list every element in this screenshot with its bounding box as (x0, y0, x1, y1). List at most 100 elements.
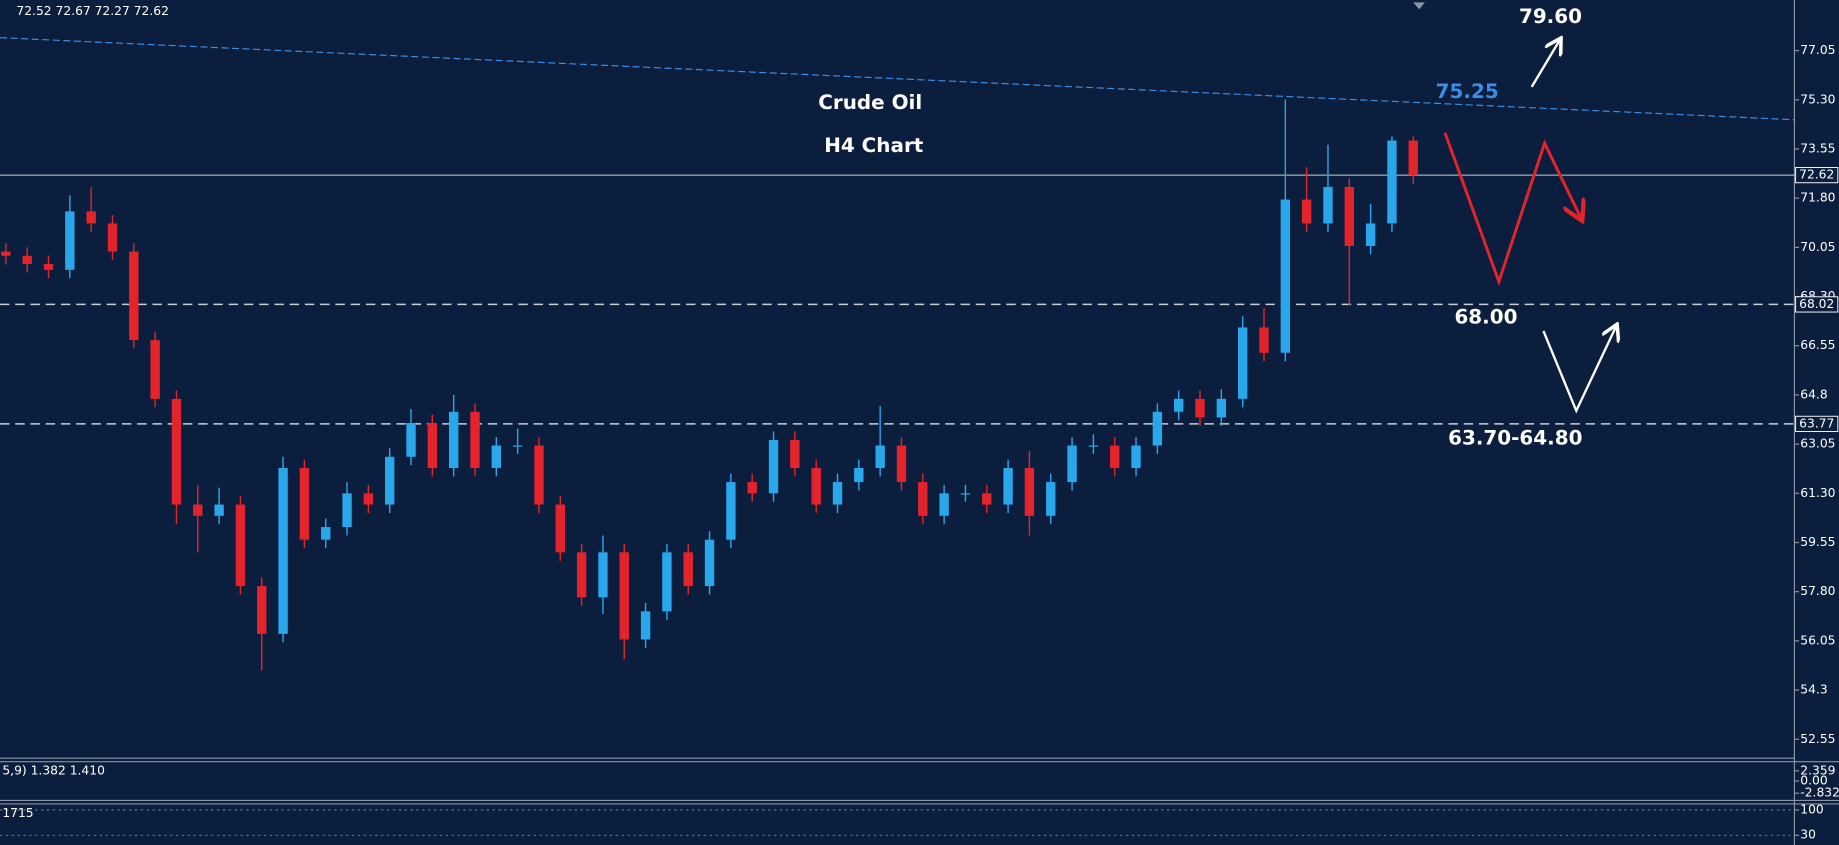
candle-body (726, 482, 736, 540)
candle-body (1195, 398, 1205, 418)
candle-body (512, 445, 523, 447)
candle-body (1408, 140, 1418, 176)
price-label: 72.62 (1799, 168, 1834, 182)
candle-body (1131, 445, 1141, 469)
candle-body (278, 468, 288, 634)
y-tick-label: 75.30 (1800, 92, 1835, 106)
candle-body (875, 445, 885, 469)
candle-body (1110, 445, 1120, 469)
header: 72.52 72.67 72.27 72.62 (16, 4, 168, 18)
candle-body (534, 445, 544, 505)
candle-body (65, 211, 75, 270)
candle-body (470, 411, 480, 469)
price-label-box (1795, 167, 1839, 184)
chart-subtitle: H4 Chart (824, 133, 924, 157)
candle-body (43, 263, 54, 270)
candle-body (1003, 468, 1013, 505)
candle-body (1046, 482, 1056, 516)
y-tick-label: 59.55 (1800, 535, 1835, 549)
candle-body (896, 445, 907, 483)
candle-body (598, 552, 608, 598)
candle-body (214, 504, 224, 516)
trendline (0, 37, 1795, 121)
candle-body (1344, 186, 1354, 246)
candle-body (662, 552, 672, 612)
candle-body (235, 504, 246, 587)
candle-body (321, 527, 331, 540)
y-tick-label: 70.05 (1800, 240, 1835, 254)
scenario-arrow (1530, 40, 1560, 88)
candle-body (150, 340, 160, 399)
candle-body (811, 468, 821, 505)
candle-body (1024, 468, 1035, 516)
candle-body (86, 211, 96, 224)
y-tick-label: 64.8 (1800, 387, 1827, 401)
annotation: 75.25 (1436, 79, 1499, 103)
candle-body (1152, 411, 1163, 446)
chart-title: Crude Oil (818, 90, 922, 114)
y-tick-label: -2.832 (1800, 786, 1839, 800)
y-tick-label: 2.359 (1800, 763, 1835, 777)
scenario-path (1542, 326, 1616, 414)
price-label: 68.02 (1799, 297, 1834, 311)
candle-body (363, 493, 374, 505)
y-tick-label: 73.55 (1800, 141, 1835, 155)
y-tick-label: 56.05 (1800, 633, 1835, 647)
candle-body (1216, 398, 1227, 418)
scenario-path (1443, 132, 1581, 287)
candle-body (832, 482, 843, 505)
y-tick-label: 0.00 (1800, 774, 1827, 788)
y-tick-label: 57.80 (1800, 584, 1835, 598)
candle-body (555, 504, 565, 553)
annotation: 63.70-64.80 (1448, 425, 1582, 449)
candle-body (1237, 327, 1248, 399)
candle-body (854, 468, 864, 483)
y-tick-label: 61.30 (1800, 486, 1835, 500)
y-tick-label: 71.80 (1800, 191, 1835, 205)
shift-marker (1413, 2, 1425, 10)
candle-body (1067, 445, 1077, 483)
candle-body (257, 586, 267, 634)
candle-body (619, 552, 629, 640)
candle-body (448, 411, 459, 469)
annotation: 68.00 (1454, 305, 1517, 329)
candle-body (790, 439, 800, 469)
macd-label: 5,9) 1.382 1.410 (2, 764, 105, 778)
candle-body (427, 423, 438, 469)
candle-body (939, 493, 949, 516)
candle-body (1, 251, 11, 256)
candle-body (918, 482, 928, 516)
candle-body (640, 611, 651, 640)
candle-body (982, 493, 992, 505)
candle-body (1280, 199, 1291, 353)
candle-body (1323, 186, 1333, 224)
candle-body (1301, 199, 1312, 224)
candle-body (1259, 327, 1269, 353)
y-tick-label: 63.05 (1800, 437, 1835, 451)
candle-body (768, 439, 779, 494)
annotation: 79.60 (1519, 4, 1582, 28)
y-tick-label: 52.55 (1800, 732, 1835, 746)
candle-body (299, 468, 310, 540)
y-tick-label: 100 (1800, 802, 1823, 816)
candle-body (576, 552, 587, 598)
y-tick-label: 77.05 (1800, 43, 1835, 57)
y-tick-label: 30 (1800, 828, 1816, 842)
candle-body (22, 255, 32, 264)
candle-body (491, 445, 502, 469)
candle-body (704, 539, 715, 587)
candle-body (1365, 223, 1376, 246)
rsi-label: 1715 (2, 806, 33, 820)
candle-body (960, 493, 971, 495)
candle-body (342, 493, 352, 528)
candle-body (683, 552, 693, 587)
price-label: 63.77 (1799, 416, 1834, 430)
y-tick-label: 54.3 (1800, 683, 1827, 697)
candle-body (1387, 140, 1397, 224)
candle-body (385, 456, 395, 505)
candle-body (171, 398, 182, 505)
candle-body (747, 482, 757, 494)
